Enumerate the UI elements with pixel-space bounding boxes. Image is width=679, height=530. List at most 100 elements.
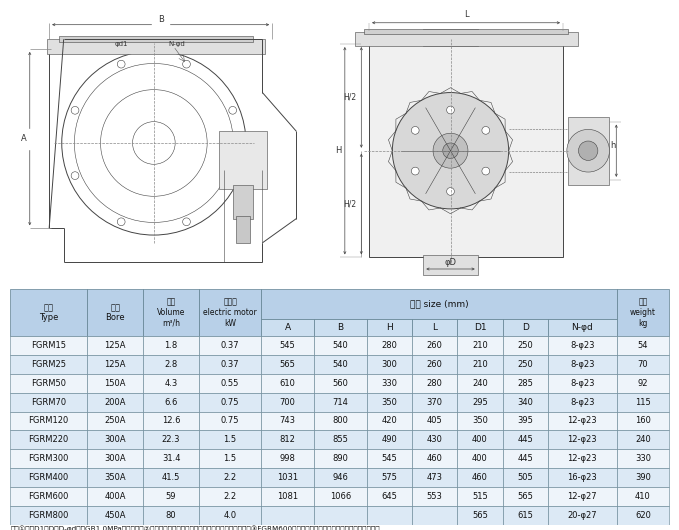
Bar [367,449,411,468]
Text: 615: 615 [518,511,534,520]
Bar [234,184,253,218]
Text: 946: 946 [332,473,348,482]
Bar [10,336,88,355]
Text: 型号
Type: 型号 Type [39,303,58,322]
Bar [367,319,411,336]
Text: H: H [386,323,392,332]
Bar [88,430,143,449]
Text: 812: 812 [280,435,295,444]
Bar [10,355,88,374]
Bar [617,487,669,506]
Circle shape [567,129,610,172]
Text: 31.4: 31.4 [162,454,181,463]
Text: L: L [432,323,437,332]
Circle shape [443,143,458,158]
Text: 890: 890 [332,454,348,463]
Text: 240: 240 [472,379,488,388]
Text: D1: D1 [474,323,486,332]
Bar [261,289,617,319]
Text: 540: 540 [333,341,348,350]
Bar [199,374,261,393]
Bar [10,289,88,336]
Bar [503,449,548,468]
Bar [10,506,88,525]
Circle shape [447,106,454,114]
Bar [503,506,548,525]
Bar [261,374,314,393]
Bar [88,411,143,430]
Bar [411,487,457,506]
Bar [367,430,411,449]
Text: D: D [522,323,529,332]
Bar [143,374,199,393]
Text: 575: 575 [381,473,397,482]
Circle shape [411,167,419,175]
Text: 250: 250 [518,360,534,369]
Text: H/2: H/2 [343,93,356,102]
Bar [411,411,457,430]
Text: FGRM15: FGRM15 [31,341,66,350]
Bar [314,468,367,487]
Text: 4.0: 4.0 [223,511,237,520]
Text: 1031: 1031 [277,473,298,482]
Bar [503,468,548,487]
Text: 注：①表中D1、D、D-φd均为GB1.0MPa法兰标准。②重量中不包含减速机电机、链轮、链条、链罩重量。③FGRM600以上型号不太适合做悬挂式装配，尽量不用: 注：①表中D1、D、D-φd均为GB1.0MPa法兰标准。②重量中不包含减速机电… [11,526,380,530]
Circle shape [433,133,468,168]
Text: 8-φ23: 8-φ23 [570,360,595,369]
Text: 70: 70 [638,360,648,369]
Text: 410: 410 [635,492,650,501]
Text: FGRM600: FGRM600 [29,492,69,501]
Bar [314,355,367,374]
Text: FGRM400: FGRM400 [29,473,69,482]
Text: 125A: 125A [105,341,126,350]
Text: 460: 460 [426,454,442,463]
Bar [503,374,548,393]
Text: 280: 280 [426,379,442,388]
Bar [503,430,548,449]
Bar [548,336,617,355]
Text: 405: 405 [426,417,442,426]
Bar [503,319,548,336]
Text: B: B [337,323,344,332]
Text: 210: 210 [472,341,488,350]
Bar [457,393,503,411]
Bar [367,506,411,525]
Text: 8-φ23: 8-φ23 [570,398,595,407]
Bar [548,411,617,430]
Bar [367,355,411,374]
Circle shape [579,141,598,161]
Text: 800: 800 [332,417,348,426]
Text: 700: 700 [280,398,295,407]
Text: 160: 160 [635,417,651,426]
Text: 240: 240 [635,435,650,444]
Bar [617,411,669,430]
Text: 505: 505 [518,473,534,482]
Text: 1.5: 1.5 [223,435,237,444]
Bar [457,506,503,525]
Text: 280: 280 [381,341,397,350]
Bar [143,393,199,411]
Text: A: A [21,134,26,143]
Bar [10,393,88,411]
Text: H: H [335,146,342,155]
Bar [617,468,669,487]
Text: 210: 210 [472,360,488,369]
Text: 0.75: 0.75 [221,417,239,426]
Bar [143,411,199,430]
Text: 22.3: 22.3 [162,435,181,444]
Bar [367,393,411,411]
Bar [369,44,563,258]
Bar [236,216,250,243]
Bar [617,355,669,374]
Bar [503,411,548,430]
Text: 330: 330 [381,379,397,388]
Text: FGRM300: FGRM300 [29,454,69,463]
Bar [503,393,548,411]
Text: 565: 565 [280,360,295,369]
Bar [88,289,143,336]
Text: 340: 340 [518,398,534,407]
Bar [457,411,503,430]
Text: 12.6: 12.6 [162,417,181,426]
Text: 350: 350 [472,417,488,426]
Text: 41.5: 41.5 [162,473,181,482]
